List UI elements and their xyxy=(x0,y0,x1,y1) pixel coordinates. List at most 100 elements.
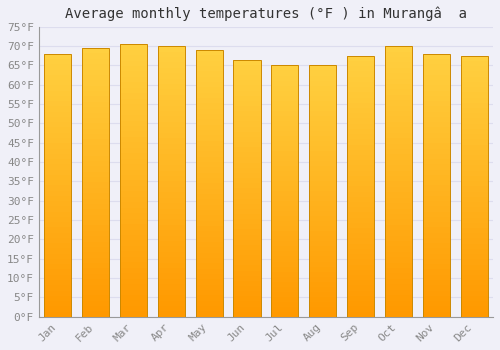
Bar xyxy=(234,183,260,188)
Bar xyxy=(271,211,298,216)
Bar xyxy=(234,116,260,121)
Bar xyxy=(271,206,298,211)
Bar xyxy=(158,160,185,165)
Bar xyxy=(196,77,223,82)
Bar xyxy=(158,301,185,306)
Bar xyxy=(271,146,298,151)
Bar xyxy=(385,100,412,106)
Bar xyxy=(347,212,374,218)
Bar xyxy=(347,207,374,212)
Bar xyxy=(44,301,72,306)
Bar xyxy=(120,159,147,164)
Bar xyxy=(158,262,185,268)
Bar xyxy=(271,221,298,226)
Bar xyxy=(422,148,450,154)
Bar xyxy=(82,215,109,220)
Bar xyxy=(385,214,412,219)
Bar xyxy=(196,183,223,189)
Bar xyxy=(385,246,412,252)
Bar xyxy=(385,46,412,317)
Bar xyxy=(120,120,147,126)
Bar xyxy=(422,133,450,138)
Bar xyxy=(82,188,109,193)
Bar xyxy=(196,71,223,77)
Bar xyxy=(44,238,72,243)
Bar xyxy=(271,276,298,282)
Bar xyxy=(196,210,223,215)
Bar xyxy=(422,101,450,106)
Bar xyxy=(309,85,336,91)
Bar xyxy=(82,48,109,54)
Bar xyxy=(347,238,374,244)
Bar xyxy=(234,224,260,229)
Bar xyxy=(158,225,185,230)
Bar xyxy=(422,206,450,212)
Bar xyxy=(158,89,185,95)
Bar xyxy=(385,122,412,127)
Bar xyxy=(82,285,109,290)
Bar xyxy=(234,91,260,96)
Bar xyxy=(309,191,336,196)
Bar xyxy=(309,101,336,106)
Bar xyxy=(422,296,450,301)
Bar xyxy=(234,214,260,219)
Bar xyxy=(385,306,412,312)
Bar xyxy=(309,166,336,171)
Bar xyxy=(271,176,298,181)
Bar xyxy=(234,132,260,137)
Bar xyxy=(196,55,223,61)
Bar xyxy=(120,115,147,120)
Bar xyxy=(196,82,223,88)
Bar xyxy=(271,282,298,287)
Bar xyxy=(196,242,223,247)
Bar xyxy=(309,176,336,181)
Bar xyxy=(234,126,260,132)
Bar xyxy=(309,267,336,272)
Bar xyxy=(309,65,336,317)
Bar xyxy=(309,246,336,251)
Bar xyxy=(196,247,223,253)
Bar xyxy=(271,196,298,201)
Bar xyxy=(385,219,412,225)
Bar xyxy=(120,55,147,61)
Bar xyxy=(460,244,488,249)
Bar xyxy=(120,71,147,77)
Bar xyxy=(44,296,72,301)
Bar xyxy=(385,279,412,284)
Bar xyxy=(234,245,260,250)
Bar xyxy=(196,269,223,274)
Bar xyxy=(120,164,147,170)
Bar xyxy=(385,295,412,301)
Bar xyxy=(460,82,488,87)
Bar xyxy=(309,201,336,206)
Bar xyxy=(460,181,488,186)
Bar xyxy=(234,312,260,317)
Bar xyxy=(44,133,72,138)
Bar xyxy=(158,106,185,111)
Bar xyxy=(271,181,298,186)
Bar xyxy=(347,66,374,71)
Bar xyxy=(422,280,450,285)
Bar xyxy=(460,270,488,275)
Bar xyxy=(347,87,374,92)
Bar xyxy=(385,241,412,246)
Bar xyxy=(347,145,374,150)
Bar xyxy=(196,285,223,290)
Bar xyxy=(309,186,336,191)
Bar xyxy=(158,295,185,301)
Bar xyxy=(196,253,223,258)
Bar xyxy=(271,65,298,70)
Bar xyxy=(120,181,147,186)
Bar xyxy=(309,272,336,276)
Bar xyxy=(234,80,260,85)
Bar xyxy=(158,171,185,176)
Bar xyxy=(234,96,260,101)
Bar xyxy=(422,264,450,270)
Bar xyxy=(347,259,374,265)
Bar xyxy=(422,96,450,101)
Bar xyxy=(460,238,488,244)
Bar xyxy=(120,262,147,268)
Bar xyxy=(460,87,488,92)
Bar xyxy=(120,224,147,230)
Bar xyxy=(44,164,72,169)
